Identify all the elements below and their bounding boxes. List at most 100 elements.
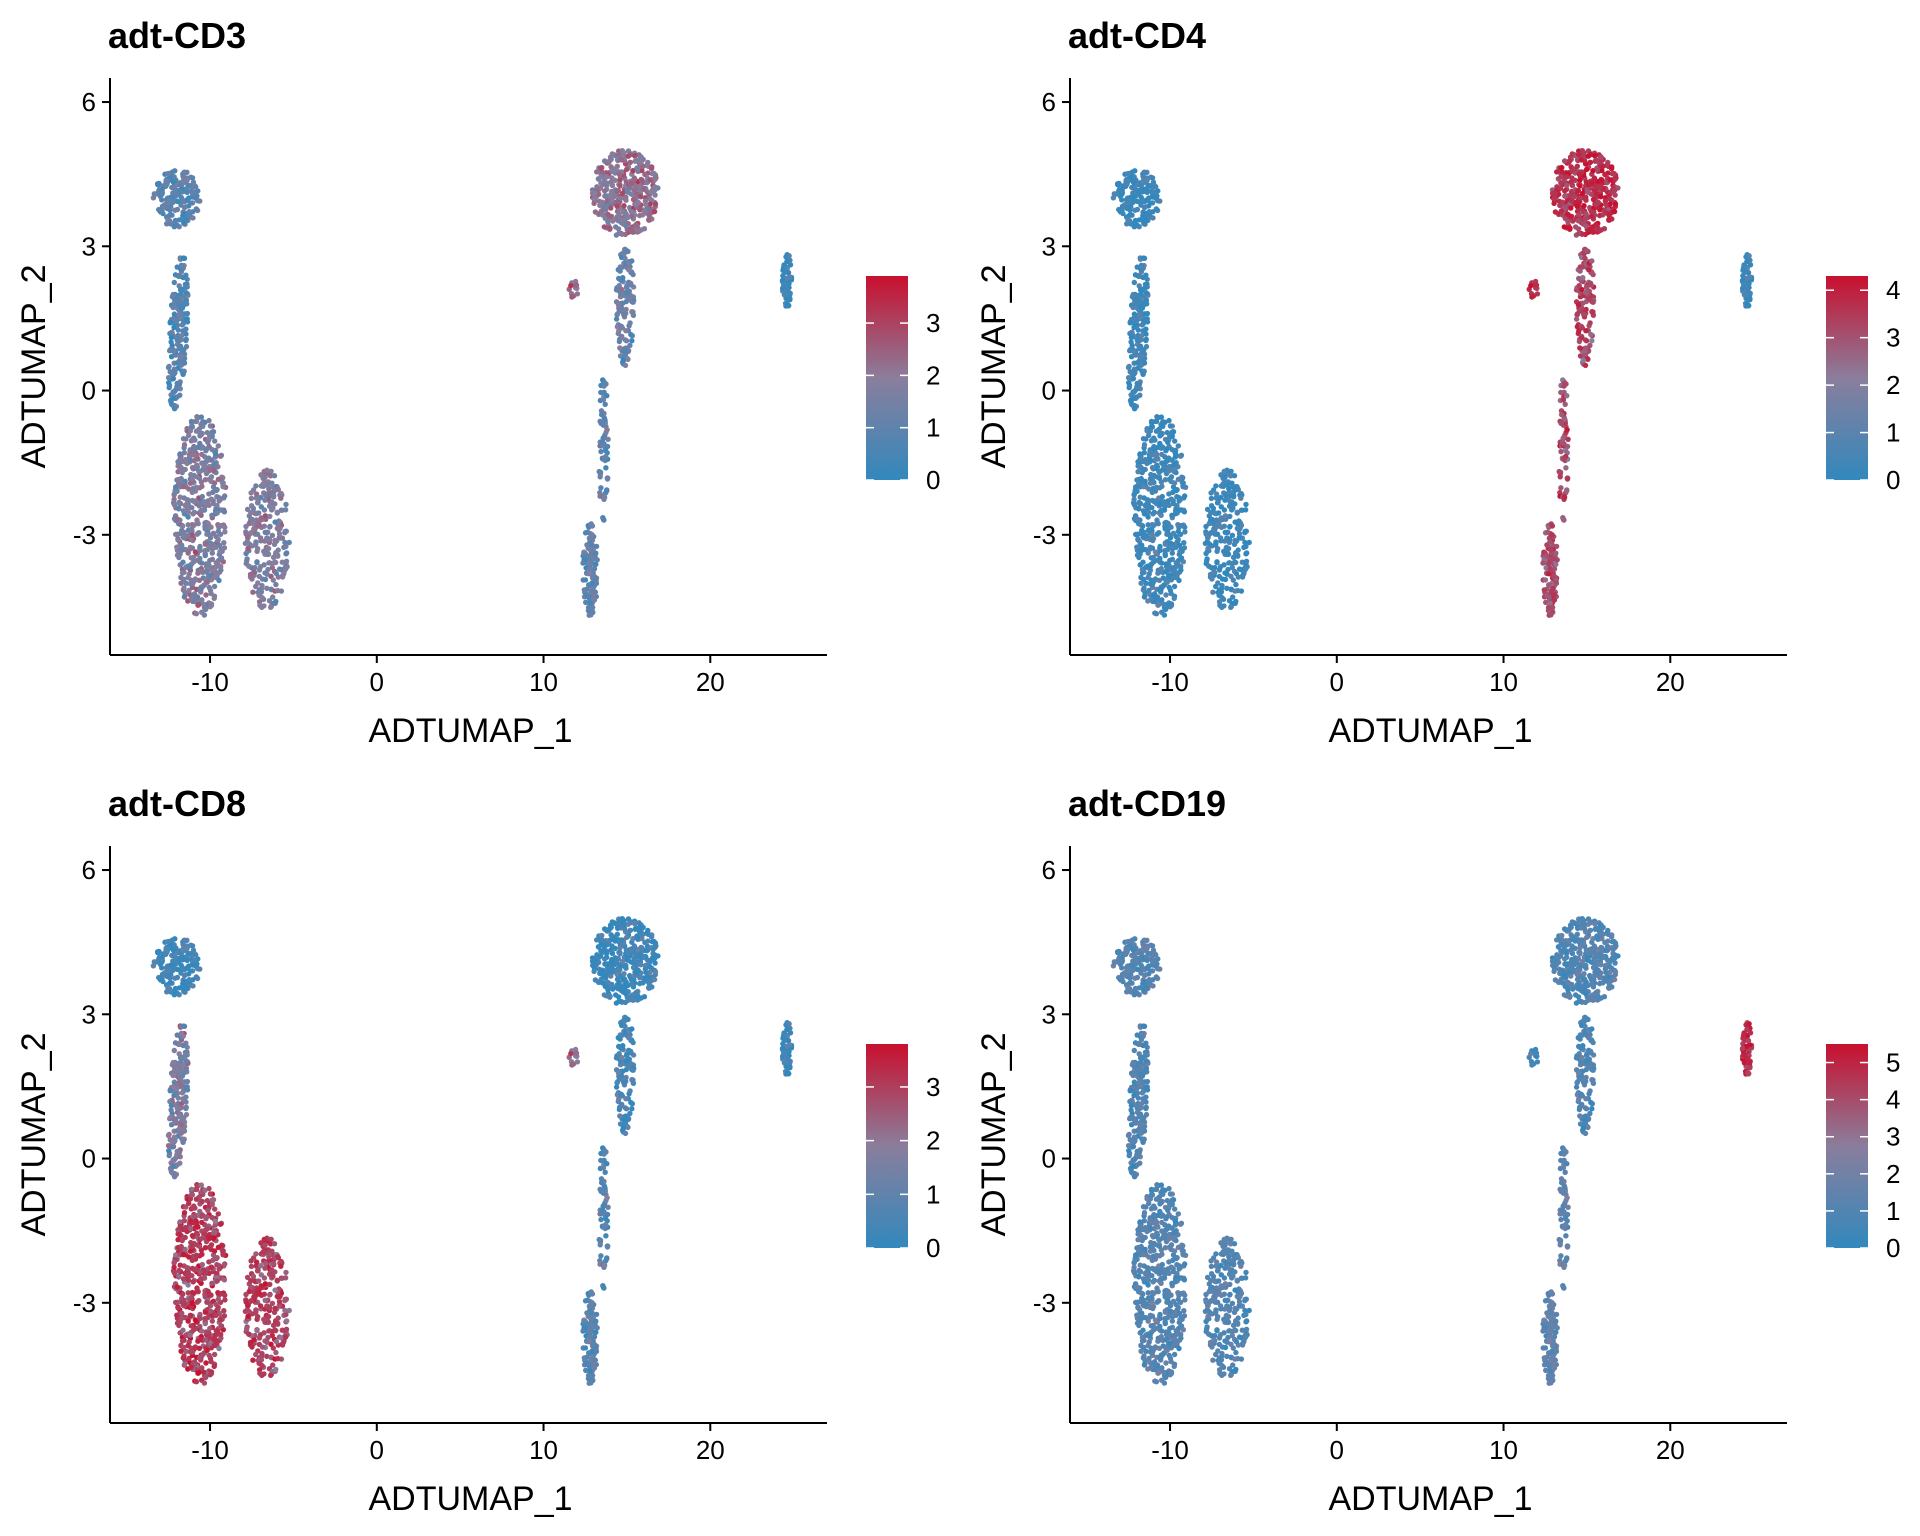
data-point	[601, 224, 607, 230]
data-point	[1583, 211, 1589, 217]
data-point	[203, 561, 209, 567]
data-point	[589, 604, 596, 611]
data-point	[175, 381, 181, 388]
data-point	[204, 1347, 210, 1353]
data-point	[1164, 531, 1170, 537]
data-point	[173, 531, 179, 538]
data-point	[1562, 416, 1568, 422]
data-point	[248, 495, 255, 502]
data-point	[602, 416, 608, 422]
data-point	[262, 474, 268, 480]
data-point	[214, 487, 220, 493]
data-point	[1558, 420, 1564, 427]
data-point	[212, 450, 219, 456]
data-point	[211, 595, 217, 602]
data-point	[1132, 168, 1138, 174]
data-point	[614, 163, 620, 169]
data-point	[598, 448, 604, 455]
data-point	[1552, 190, 1558, 196]
data-point	[209, 446, 215, 453]
data-point	[212, 438, 218, 444]
data-point	[166, 198, 172, 204]
data-point	[185, 514, 191, 520]
data-point	[1175, 476, 1182, 482]
data-point	[1178, 522, 1184, 529]
data-point	[787, 262, 794, 268]
data-point	[1574, 203, 1580, 209]
data-point	[192, 593, 198, 599]
data-point	[263, 492, 269, 498]
data-point	[209, 1201, 215, 1208]
data-point	[181, 450, 187, 456]
data-point	[623, 290, 629, 296]
data-point	[268, 1372, 274, 1378]
data-point	[166, 1131, 172, 1138]
data-point	[1225, 566, 1231, 573]
x-tick-label: 20	[696, 667, 725, 697]
data-point	[171, 406, 178, 412]
data-point	[189, 532, 195, 538]
data-point	[1576, 283, 1582, 289]
data-point	[248, 510, 254, 516]
data-point	[184, 276, 190, 283]
data-point	[190, 983, 196, 989]
data-point	[270, 577, 276, 583]
data-point	[1575, 218, 1582, 224]
data-point	[1147, 457, 1154, 464]
data-point	[172, 1137, 178, 1144]
data-point	[273, 581, 279, 588]
data-point	[214, 502, 220, 509]
data-point	[598, 420, 604, 427]
data-point	[251, 569, 257, 575]
data-point	[183, 1105, 189, 1112]
data-point	[191, 445, 198, 451]
data-point	[1551, 573, 1557, 579]
data-point	[594, 169, 600, 175]
data-point	[1176, 577, 1182, 584]
data-point	[622, 362, 629, 369]
y-axis-label: ADTUMAP_2	[15, 264, 53, 468]
data-point	[1150, 179, 1157, 185]
data-point	[210, 1197, 217, 1203]
data-point	[187, 428, 193, 434]
data-point	[256, 567, 263, 573]
x-tick-label: -10	[191, 667, 229, 697]
data-point	[250, 1357, 256, 1363]
x-tick-label: 0	[1330, 667, 1344, 697]
data-point	[177, 1072, 183, 1078]
data-point	[1213, 491, 1220, 497]
data-point	[206, 417, 212, 424]
data-point	[1219, 576, 1226, 582]
data-point	[198, 1182, 205, 1188]
data-point	[1231, 473, 1238, 479]
data-point	[281, 571, 287, 577]
data-point	[174, 1128, 180, 1134]
data-point	[265, 545, 272, 552]
data-point	[267, 513, 273, 520]
data-point	[1168, 602, 1175, 609]
data-point	[1233, 598, 1239, 605]
data-point	[619, 275, 626, 281]
data-point	[1160, 601, 1167, 607]
data-point	[1235, 587, 1241, 594]
data-point	[197, 198, 203, 204]
data-point	[203, 568, 209, 575]
colorbar-tick-label: 0	[1886, 465, 1900, 495]
data-point	[638, 194, 644, 200]
data-point	[211, 567, 217, 574]
data-point	[1541, 587, 1547, 593]
data-point	[1575, 188, 1581, 194]
data-point	[1159, 467, 1166, 473]
data-point	[184, 186, 190, 192]
data-point	[1551, 196, 1557, 202]
data-point	[274, 525, 280, 532]
data-point	[598, 180, 604, 186]
data-point	[175, 1305, 181, 1311]
data-point	[1116, 206, 1122, 213]
data-point	[652, 176, 658, 182]
data-point	[180, 173, 186, 179]
data-point	[189, 1232, 196, 1239]
data-point	[1134, 360, 1140, 366]
data-point	[605, 219, 611, 225]
data-point	[199, 483, 205, 489]
